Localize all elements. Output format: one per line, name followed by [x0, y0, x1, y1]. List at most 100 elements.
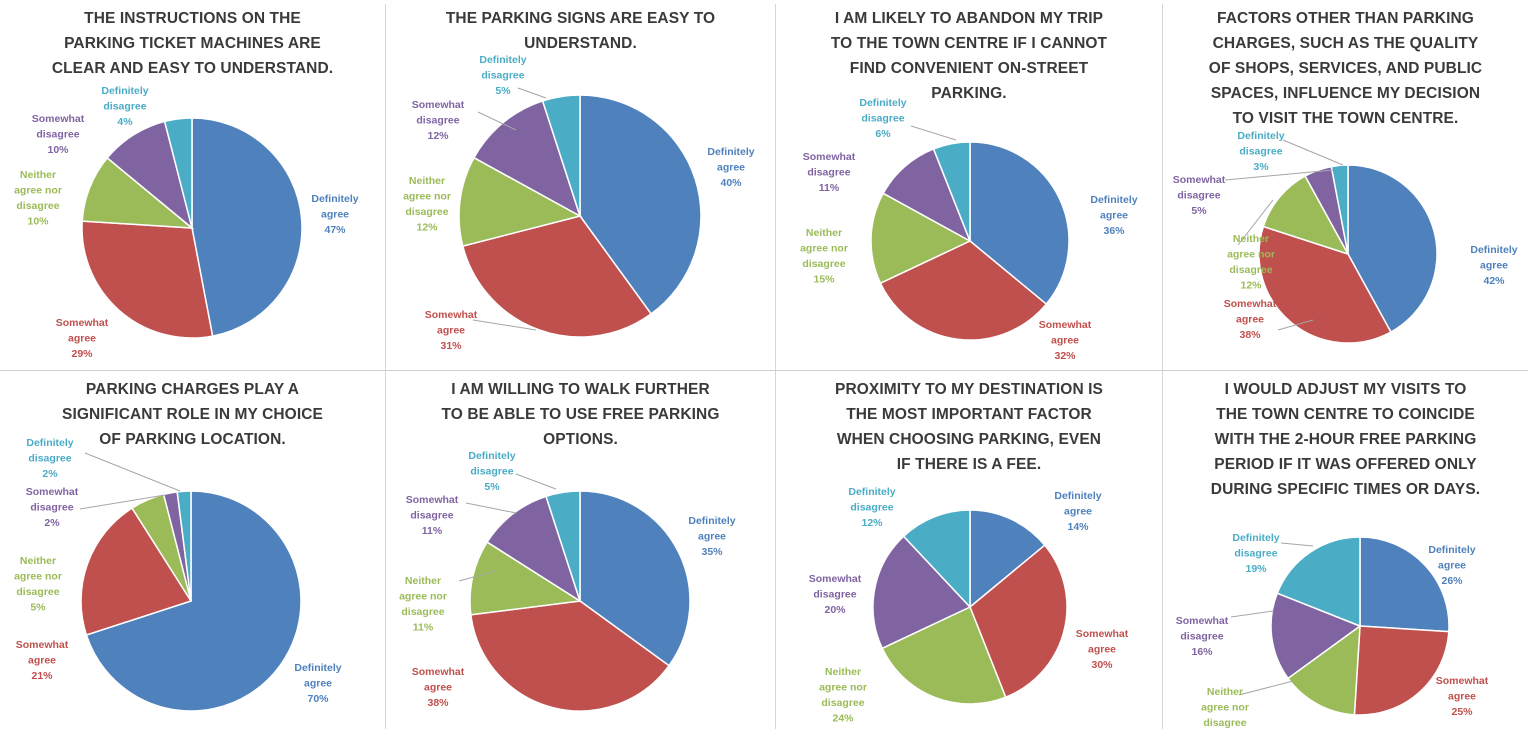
chart-7-label-definitely-agree: Definitely agree 14%	[1054, 490, 1101, 533]
chart-5-label-somewhat-agree-line: 21%	[31, 670, 53, 682]
chart-8-leader-line-1	[1230, 610, 1274, 618]
chart-7-slice-definitely-disagree	[902, 509, 971, 609]
chart-8-label-definitely-agree: Definitely agree 26%	[1428, 544, 1475, 587]
chart-2-slice-somewhat-disagree	[472, 99, 582, 218]
chart-2-panel: THE PARKING SIGNS ARE EASY TO UNDERSTAND…	[386, 0, 775, 370]
chart-7-label-somewhat-disagree-line: Somewhat	[809, 573, 862, 585]
chart-3-pie-svg: Definitely agree 36% Somewhat agree 32% Neithe…	[800, 97, 1138, 362]
chart-2-label-neither: Neither agree nor disagree 12%	[403, 175, 451, 234]
chart-3-slice-somewhat-disagree	[882, 147, 972, 243]
chart-8-label-definitely-disagree-line: 19%	[1245, 563, 1267, 575]
chart-2-label-somewhat-disagree-line: Somewhat	[412, 99, 465, 111]
chart-3-leader-line-1	[910, 125, 957, 141]
chart-5-label-neither-line: agree nor	[14, 571, 62, 583]
chart-1-label-somewhat-agree-line: Somewhat	[56, 317, 109, 329]
chart-3-label-neither: Neither agree nor disagree 15%	[800, 227, 848, 286]
chart-6-label-neither: Neither agree nor disagree 11%	[399, 575, 447, 634]
chart-7-label-definitely-disagree-line: 12%	[861, 517, 883, 529]
chart-6-slice-definitely-disagree	[545, 490, 581, 602]
chart-7-panel: PROXIMITY TO MY DESTINATION IS THE MOST …	[776, 371, 1162, 733]
chart-5-label-definitely-disagree-line: disagree	[28, 453, 71, 465]
chart-6-label-definitely-agree-line: agree	[698, 531, 726, 543]
chart-2-label-somewhat-agree: Somewhat agree 31%	[425, 309, 478, 352]
chart-5-leader-line-2	[84, 452, 181, 492]
chart-3-label-neither-line: agree nor	[800, 243, 848, 255]
chart-2-label-somewhat-disagree-line: 12%	[427, 130, 449, 142]
chart-7-label-somewhat-disagree-line: disagree	[813, 589, 856, 601]
chart-4-label-definitely-disagree-line: 3%	[1253, 161, 1269, 173]
chart-8-slice-neither	[1286, 624, 1361, 716]
chart-2-label-somewhat-agree-line: 31%	[440, 340, 462, 352]
chart-4-title: FACTORS OTHER THAN PARKING CHARGES, SUCH…	[1208, 10, 1483, 127]
chart-2-label-neither-line: Neither	[409, 175, 445, 187]
chart-1-pie-svg: Definitely agree 47% Somewhat agree 29% Neithe…	[14, 85, 359, 360]
chart-4-label-somewhat-disagree: Somewhat disagree 5%	[1173, 174, 1226, 217]
chart-4-label-definitely-agree: Definitely agree 42%	[1470, 244, 1517, 287]
chart-3-label-definitely-disagree-line: disagree	[861, 113, 904, 125]
chart-5-slice-definitely-agree	[85, 490, 302, 712]
chart-6-label-definitely-agree-line: Definitely	[688, 515, 735, 527]
chart-5-label-neither: Neither agree nor disagree 5%	[14, 555, 62, 614]
chart-2-label-somewhat-disagree: Somewhat disagree 12%	[412, 99, 465, 142]
chart-8-label-definitely-agree-line: agree	[1438, 560, 1466, 572]
chart-7-label-neither-line: Neither	[825, 666, 861, 678]
chart-4-label-somewhat-disagree-line: 5%	[1191, 205, 1207, 217]
chart-3-slice-definitely-disagree	[932, 141, 971, 242]
chart-7-label-definitely-agree-line: 14%	[1067, 521, 1089, 533]
chart-3-label-definitely-disagree-line: 6%	[875, 128, 891, 140]
chart-5-label-definitely-agree-line: agree	[304, 678, 332, 690]
chart-3-label-definitely-agree: Definitely agree 36%	[1090, 194, 1137, 237]
chart-6-slice-definitely-agree	[579, 490, 691, 667]
chart-8-label-somewhat-disagree-line: disagree	[1180, 631, 1223, 643]
chart-2-label-definitely-disagree-line: disagree	[481, 70, 524, 82]
chart-6-label-somewhat-agree-line: 38%	[427, 697, 449, 709]
chart-6-label-somewhat-disagree-line: 11%	[422, 525, 443, 537]
chart-7-slice-neither	[881, 605, 1007, 705]
chart-8-label-definitely-disagree-line: disagree	[1234, 548, 1277, 560]
chart-4-leader-line-2	[1237, 199, 1274, 246]
chart-7-label-somewhat-agree-line: Somewhat	[1076, 628, 1129, 640]
chart-6-label-neither-line: disagree	[401, 606, 444, 618]
chart-4-label-definitely-disagree-line: disagree	[1239, 146, 1282, 158]
chart-5-leader-line-1	[79, 494, 166, 510]
chart-7-label-somewhat-agree: Somewhat agree 30%	[1076, 628, 1129, 671]
chart-4-label-neither-line: 12%	[1240, 280, 1262, 292]
chart-7-label-definitely-disagree-line: Definitely	[848, 486, 895, 498]
chart-4-label-somewhat-agree-line: Somewhat	[1224, 298, 1277, 310]
chart-1-panel: THE INSTRUCTIONS ON THE PARKING TICKET M…	[0, 0, 385, 370]
chart-3-title: I AM LIKELY TO ABANDON MY TRIP TO THE TO…	[830, 10, 1108, 102]
chart-4-leader-line-4	[1282, 139, 1344, 166]
chart-6-label-neither-line: Neither	[405, 575, 441, 587]
chart-2-title: THE PARKING SIGNS ARE EASY TO UNDERSTAND…	[445, 10, 716, 52]
chart-4-slice-neither	[1262, 174, 1350, 256]
chart-5-slice-definitely-disagree	[176, 490, 192, 602]
chart-1-label-somewhat-agree-line: agree	[68, 333, 96, 345]
chart-2-leader-line-2	[477, 111, 517, 131]
chart-6-label-definitely-disagree-line: Definitely	[468, 450, 515, 462]
chart-4-label-neither-line: agree nor	[1227, 249, 1275, 261]
chart-4-panel: FACTORS OTHER THAN PARKING CHARGES, SUCH…	[1163, 0, 1528, 370]
chart-4-label-definitely-disagree-line: Definitely	[1237, 130, 1284, 142]
chart-1-label-somewhat-agree-line: 29%	[71, 348, 93, 360]
chart-7-slice-somewhat-agree	[969, 544, 1068, 699]
chart-8-label-neither-line: disagree	[1203, 717, 1246, 729]
chart-1-slice-somewhat-agree	[81, 220, 214, 339]
chart-7-label-neither: Neither agree nor disagree 24%	[819, 666, 867, 725]
chart-6-label-definitely-agree-line: 35%	[701, 546, 723, 558]
chart-4-slice-somewhat-agree	[1258, 225, 1392, 344]
chart-7-label-somewhat-agree-line: 30%	[1091, 659, 1113, 671]
chart-6-title: I AM WILLING TO WALK FURTHER TO BE ABLE …	[441, 381, 720, 448]
chart-1-label-definitely-agree-line: 47%	[324, 224, 346, 236]
chart-7-label-somewhat-disagree: Somewhat disagree 20%	[809, 573, 862, 616]
chart-4-pie-svg: Definitely agree 42% Somewhat agree 38% Neithe…	[1173, 130, 1518, 344]
chart-8-slice-definitely-disagree	[1276, 536, 1361, 628]
chart-2-slice-definitely-disagree	[541, 94, 581, 217]
chart-5-label-definitely-disagree-line: 2%	[42, 468, 58, 480]
chart-2-pie-svg: Definitely agree 40% Somewhat agree 31% Neithe…	[403, 54, 755, 352]
chart-1-label-definitely-disagree: Definitely disagree 4%	[101, 85, 148, 128]
chart-6-label-somewhat-disagree: Somewhat disagree 11%	[406, 494, 459, 537]
chart-4-label-neither: Neither agree nor disagree 12%	[1227, 233, 1275, 292]
chart-4-label-somewhat-agree-line: agree	[1236, 314, 1264, 326]
chart-1-label-definitely-disagree-line: 4%	[117, 116, 133, 128]
chart-5-label-somewhat-agree-line: agree	[28, 655, 56, 667]
